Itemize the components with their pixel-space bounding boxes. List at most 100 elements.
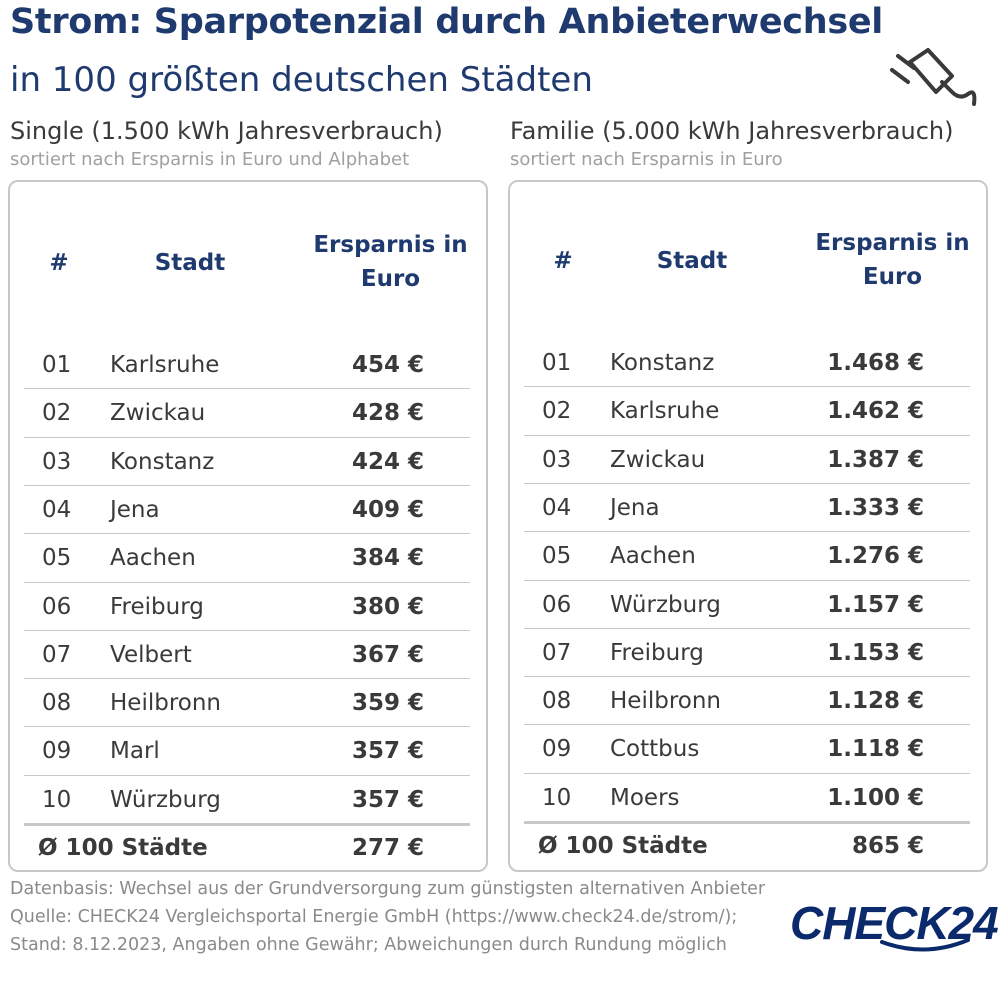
table-row: 06 Freiburg 380 € (10, 584, 486, 632)
row-divider (24, 533, 470, 535)
row-rank: 08 (542, 688, 572, 715)
logo-swoosh-icon (880, 938, 970, 952)
row-city: Konstanz (110, 448, 215, 475)
family-panel-header: Familie (5.000 kWh Jahresverbrauch) sort… (510, 117, 990, 170)
row-divider (524, 531, 970, 533)
row-divider (524, 676, 970, 678)
row-rank: 06 (42, 593, 72, 620)
table-row: 03 Konstanz 424 € (10, 439, 486, 487)
row-divider (24, 388, 470, 390)
row-savings-value: 1.153 € (827, 639, 924, 666)
footer-date: Stand: 8.12.2023, Angaben ohne Gewähr; A… (10, 935, 727, 955)
row-divider (524, 627, 970, 629)
row-rank: 02 (542, 398, 572, 425)
row-city: Heilbronn (110, 690, 222, 717)
row-savings-value: 1.387 € (827, 446, 924, 473)
average-value: 865 € (851, 833, 924, 859)
row-savings-value: 1.333 € (827, 494, 924, 521)
row-rank: 05 (42, 545, 72, 572)
single-panel-header: Single (1.500 kWh Jahresverbrauch) sorti… (10, 117, 490, 170)
row-divider (24, 726, 470, 728)
row-rank: 10 (42, 786, 72, 813)
row-divider (24, 581, 470, 583)
row-city: Würzburg (110, 786, 221, 813)
row-rank: 03 (42, 448, 72, 475)
row-city: Aachen (610, 543, 696, 570)
row-divider (24, 436, 470, 438)
page-subtitle: in 100 größten deutschen Städten (10, 60, 593, 100)
row-city: Zwickau (110, 400, 206, 427)
row-city: Cottbus (610, 736, 700, 763)
table-row: 05 Aachen 1.276 € (510, 533, 986, 581)
row-divider (24, 484, 470, 486)
row-city: Aachen (110, 545, 196, 572)
page-title: Strom: Sparpotenzial durch Anbieterwechs… (10, 2, 883, 42)
row-divider (524, 482, 970, 484)
row-city: Heilbronn (610, 688, 722, 715)
row-savings-value: 1.157 € (827, 591, 924, 618)
row-city: Moers (610, 784, 680, 811)
row-savings-value: 428 € (351, 400, 424, 427)
row-city: Karlsruhe (610, 398, 720, 425)
col-header-city: Stadt (154, 250, 226, 276)
row-city: Konstanz (610, 350, 715, 376)
table-row: 03 Zwickau 1.387 € (510, 437, 986, 485)
table-row: 02 Zwickau 428 € (10, 390, 486, 438)
row-city: Würzburg (610, 591, 721, 618)
col-header-savings: Ersparnis in Euro (313, 232, 468, 292)
row-savings-value: 357 € (351, 738, 424, 765)
row-savings-value: 359 € (351, 690, 424, 717)
row-divider (24, 774, 470, 776)
row-divider (524, 724, 970, 726)
table-row: 06 Würzburg 1.157 € (510, 582, 986, 630)
row-rank: 01 (542, 350, 572, 376)
row-savings-value: 424 € (351, 448, 424, 475)
row-rank: 09 (542, 736, 572, 763)
row-rank: 01 (42, 352, 72, 378)
row-divider (524, 579, 970, 581)
table-row: 07 Velbert 367 € (10, 632, 486, 680)
row-savings-value: 357 € (351, 786, 424, 813)
row-savings-value: 367 € (351, 641, 424, 668)
row-rank: 04 (542, 494, 572, 521)
row-city: Freiburg (610, 639, 704, 666)
row-rank: 04 (42, 496, 72, 523)
row-savings-value: 409 € (351, 496, 424, 523)
table-row: 09 Marl 357 € (10, 728, 486, 776)
family-panel-title: Familie (5.000 kWh Jahresverbrauch) (510, 117, 954, 145)
footer-notes: Datenbasis: Wechsel aus der Grundversorg… (10, 875, 765, 959)
col-header-rank: # (49, 250, 69, 276)
single-table: # Stadt Ersparnis in Euro 01 Karlsruhe 454… (8, 180, 488, 872)
row-city: Jena (610, 494, 660, 521)
average-label: Ø 100 Städte (538, 833, 708, 859)
row-savings-value: 1.128 € (827, 688, 924, 715)
row-divider (524, 772, 970, 774)
row-divider (24, 629, 470, 631)
row-savings-value: 1.100 € (827, 784, 924, 811)
row-rank: 10 (542, 784, 572, 811)
table-row: 04 Jena 409 € (10, 487, 486, 535)
row-city: Velbert (110, 641, 192, 668)
row-savings-value: 384 € (351, 545, 424, 572)
row-rank: 09 (42, 738, 72, 765)
table-row: 09 Cottbus 1.118 € (510, 726, 986, 774)
row-divider (24, 678, 470, 680)
col-header-rank: # (553, 248, 573, 274)
average-label: Ø 100 Städte (38, 835, 208, 861)
single-panel-subtitle: sortiert nach Ersparnis in Euro und Alph… (10, 149, 410, 170)
footer-data-basis: Datenbasis: Wechsel aus der Grundversorg… (10, 879, 766, 899)
row-divider (524, 821, 970, 824)
row-rank: 08 (42, 690, 72, 717)
row-city: Marl (110, 738, 160, 765)
table-row: 08 Heilbronn 1.128 € (510, 678, 986, 726)
row-savings-value: 1.468 € (827, 350, 924, 376)
row-savings-value: 1.118 € (827, 736, 924, 763)
table-row: 10 Moers 1.100 € (510, 775, 986, 823)
table-row: 08 Heilbronn 359 € (10, 680, 486, 728)
table-row: 01 Karlsruhe 454 € (10, 342, 486, 390)
single-panel-title: Single (1.500 kWh Jahresverbrauch) (10, 117, 443, 145)
row-rank: 06 (542, 591, 572, 618)
table-row: 04 Jena 1.333 € (510, 485, 986, 533)
row-rank: 07 (42, 641, 72, 668)
row-savings-value: 1.462 € (827, 398, 924, 425)
